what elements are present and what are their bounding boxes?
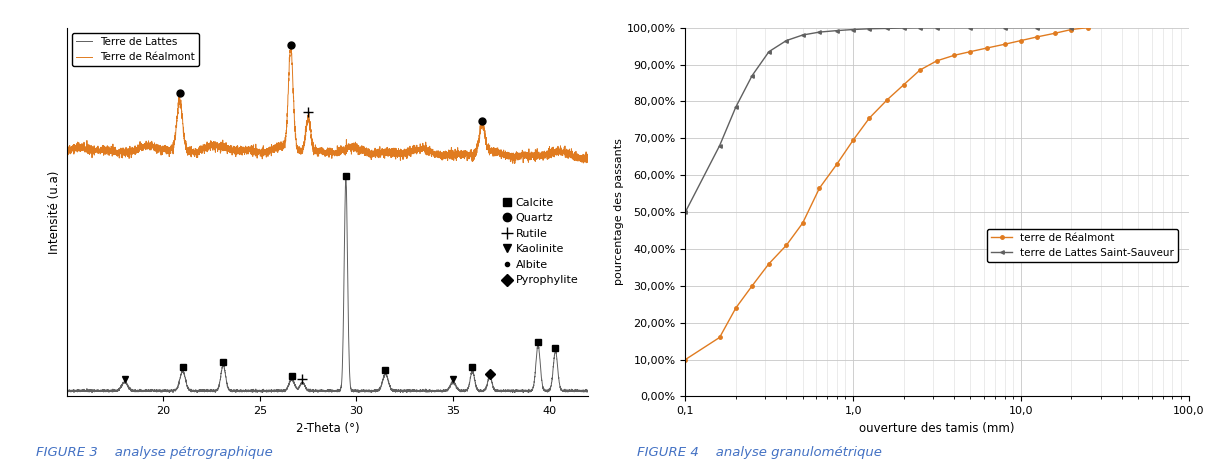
terre de Lattes Saint-Sauveur <box>862 26 877 31</box>
Line: terre de Réalmont: terre de Réalmont <box>684 26 1089 361</box>
terre de Réalmont <box>912 67 927 73</box>
Terre de Réalmont <box>438 152 452 158</box>
Terre de Lattes <box>581 388 596 393</box>
terre de Réalmont <box>729 305 744 311</box>
Y-axis label: Intensité (u.a): Intensité (u.a) <box>49 171 61 254</box>
Line: Terre de Réalmont: Terre de Réalmont <box>67 46 588 163</box>
terre de Réalmont <box>796 220 810 226</box>
Terre de Réalmont <box>205 145 220 150</box>
Text: FIGURE 4    analyse granulométrique: FIGURE 4 analyse granulométrique <box>637 446 882 460</box>
Line: terre de Lattes Saint-Sauveur: terre de Lattes Saint-Sauveur <box>684 26 1074 214</box>
Terre de Réalmont <box>539 155 553 161</box>
terre de Lattes Saint-Sauveur <box>762 49 776 54</box>
terre de Réalmont <box>678 357 693 362</box>
terre de Lattes Saint-Sauveur <box>1030 25 1044 30</box>
terre de Réalmont <box>813 185 827 191</box>
Terre de Lattes <box>438 388 452 394</box>
X-axis label: 2-Theta (°): 2-Theta (°) <box>296 422 359 435</box>
Terre de Lattes <box>363 388 377 393</box>
Terre de Lattes <box>539 389 553 394</box>
terre de Réalmont <box>1081 25 1095 30</box>
terre de Réalmont <box>845 137 860 143</box>
terre de Lattes Saint-Sauveur <box>745 73 759 78</box>
terre de Réalmont <box>963 49 978 54</box>
terre de Réalmont <box>779 242 793 248</box>
terre de Lattes Saint-Sauveur <box>779 38 793 43</box>
Terre de Lattes <box>85 390 99 396</box>
terre de Réalmont <box>862 115 877 121</box>
Terre de Lattes <box>59 388 74 393</box>
terre de Réalmont <box>896 82 911 88</box>
Terre de Réalmont <box>363 149 377 154</box>
terre de Lattes Saint-Sauveur <box>963 25 978 30</box>
Terre de Réalmont <box>284 43 298 49</box>
terre de Lattes Saint-Sauveur <box>796 32 810 38</box>
terre de Lattes Saint-Sauveur <box>813 30 827 35</box>
X-axis label: ouverture des tamis (mm): ouverture des tamis (mm) <box>859 422 1015 435</box>
terre de Lattes Saint-Sauveur <box>845 27 860 32</box>
terre de Réalmont <box>830 161 844 167</box>
terre de Lattes Saint-Sauveur <box>912 25 927 30</box>
Line: Terre de Lattes: Terre de Lattes <box>67 179 588 393</box>
terre de Lattes Saint-Sauveur <box>896 25 911 31</box>
Terre de Lattes <box>234 389 249 395</box>
terre de Réalmont <box>1048 30 1063 36</box>
Terre de Lattes <box>338 176 353 182</box>
Terre de Réalmont <box>400 145 415 151</box>
terre de Lattes Saint-Sauveur <box>997 25 1012 30</box>
Text: FIGURE 3    analyse pétrographique: FIGURE 3 analyse pétrographique <box>36 446 273 460</box>
Terre de Lattes <box>400 389 415 395</box>
terre de Réalmont <box>947 53 962 58</box>
terre de Réalmont <box>929 58 944 64</box>
terre de Réalmont <box>997 41 1012 47</box>
terre de Réalmont <box>745 283 759 289</box>
terre de Lattes Saint-Sauveur <box>830 28 844 33</box>
terre de Réalmont <box>1014 38 1029 43</box>
Legend: Calcite, Quartz, Rutile, Kaolinite, Albite, Pyrophylite: Calcite, Quartz, Rutile, Kaolinite, Albi… <box>500 193 582 290</box>
terre de Réalmont <box>762 261 776 266</box>
terre de Lattes Saint-Sauveur <box>678 209 693 215</box>
Terre de Lattes <box>206 389 221 395</box>
Terre de Réalmont <box>581 154 596 160</box>
terre de Réalmont <box>881 97 895 102</box>
terre de Lattes Saint-Sauveur <box>1064 25 1078 30</box>
Terre de Réalmont <box>234 149 249 155</box>
Terre de Réalmont <box>59 147 74 153</box>
terre de Lattes Saint-Sauveur <box>729 104 744 110</box>
terre de Lattes Saint-Sauveur <box>712 143 727 148</box>
Y-axis label: pourcentage des passants: pourcentage des passants <box>614 139 623 285</box>
terre de Réalmont <box>1064 27 1078 32</box>
Legend: terre de Réalmont, terre de Lattes Saint-Sauveur: terre de Réalmont, terre de Lattes Saint… <box>987 229 1179 262</box>
Terre de Réalmont <box>507 160 522 166</box>
terre de Lattes Saint-Sauveur <box>881 26 895 31</box>
terre de Lattes Saint-Sauveur <box>929 25 944 30</box>
terre de Réalmont <box>712 335 727 340</box>
terre de Réalmont <box>1030 34 1044 40</box>
terre de Réalmont <box>980 45 995 51</box>
